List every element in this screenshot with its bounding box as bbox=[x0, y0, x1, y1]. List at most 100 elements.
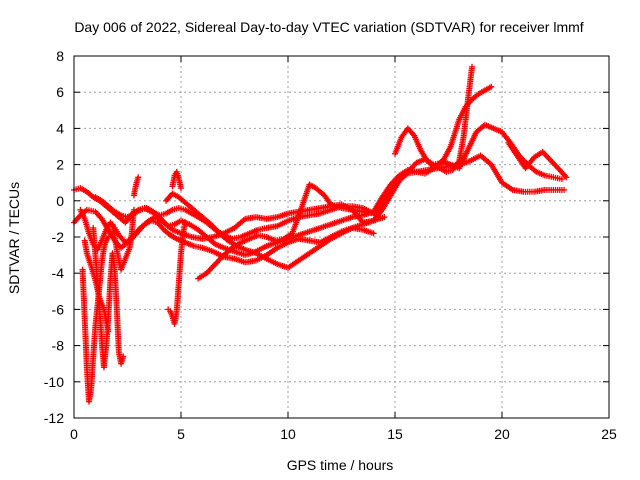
data-point bbox=[533, 168, 547, 178]
chart-title: Day 006 of 2022, Sidereal Day-to-day VTE… bbox=[74, 19, 583, 35]
data-point bbox=[169, 226, 183, 236]
data-point bbox=[186, 221, 200, 232]
y-tick-label: -2 bbox=[52, 229, 65, 245]
data-point bbox=[184, 201, 196, 212]
data-point bbox=[156, 214, 168, 226]
data-point bbox=[113, 306, 122, 355]
data-point bbox=[207, 221, 222, 235]
series-track-12 bbox=[109, 206, 137, 273]
data-point bbox=[481, 121, 495, 131]
data-point bbox=[118, 257, 128, 273]
data-point bbox=[563, 174, 570, 181]
data-point bbox=[285, 258, 301, 271]
series-track-8 bbox=[505, 139, 570, 181]
data-point bbox=[556, 167, 568, 179]
data-point bbox=[160, 226, 172, 237]
data-point bbox=[229, 240, 243, 251]
data-point bbox=[111, 266, 120, 311]
x-tick-label: 25 bbox=[601, 426, 617, 442]
y-tick-label: 0 bbox=[56, 193, 64, 209]
data-point bbox=[509, 186, 525, 195]
data-point bbox=[105, 203, 117, 214]
tick-labels: 0 5 10 15 20 25 -12 -10 -8 -6 -4 -2 0 2 4 6 8 bbox=[44, 48, 617, 442]
data-point bbox=[100, 306, 109, 322]
data-point bbox=[229, 234, 242, 242]
data-point bbox=[141, 218, 153, 228]
data-point bbox=[522, 155, 536, 172]
data-point bbox=[359, 226, 375, 236]
data-point bbox=[178, 185, 184, 192]
data-point bbox=[85, 387, 94, 405]
data-point bbox=[83, 250, 94, 268]
data-point bbox=[252, 243, 268, 255]
series-track-7 bbox=[392, 63, 476, 175]
y-tick-label: -4 bbox=[52, 265, 65, 281]
data-point bbox=[550, 174, 563, 182]
y-axis-label: SDTVAR / TECUs bbox=[6, 182, 22, 294]
series-track-13 bbox=[130, 174, 142, 199]
data-point bbox=[220, 225, 236, 237]
data-point bbox=[561, 186, 568, 193]
data-point bbox=[464, 130, 479, 154]
data-point bbox=[359, 208, 375, 217]
data-point bbox=[379, 183, 393, 201]
data-point bbox=[338, 214, 354, 224]
data-point bbox=[105, 328, 112, 335]
y-tick-label: -12 bbox=[44, 410, 64, 426]
data-point bbox=[387, 179, 402, 199]
series-track-15 bbox=[169, 168, 184, 192]
data-point bbox=[456, 136, 467, 164]
data-point bbox=[404, 125, 416, 138]
data-point bbox=[280, 231, 294, 242]
data-point bbox=[246, 232, 260, 242]
series-track-4 bbox=[163, 83, 495, 271]
data-point bbox=[212, 241, 226, 251]
y-tick-label: 8 bbox=[56, 48, 64, 64]
data-point bbox=[558, 176, 565, 183]
data-point bbox=[195, 271, 208, 282]
data-point bbox=[436, 165, 448, 174]
data-point bbox=[274, 240, 290, 251]
data-point bbox=[79, 266, 88, 320]
data-point bbox=[327, 231, 343, 242]
data-point bbox=[475, 88, 487, 98]
data-point bbox=[199, 234, 215, 242]
data-point bbox=[274, 261, 290, 271]
data-point bbox=[126, 232, 135, 251]
data-point bbox=[381, 214, 388, 221]
data-point bbox=[306, 181, 318, 191]
data-point bbox=[439, 145, 453, 166]
data-point bbox=[231, 248, 247, 258]
series-track-11 bbox=[81, 237, 112, 335]
x-tick-label: 5 bbox=[177, 426, 185, 442]
data-point bbox=[317, 236, 333, 250]
y-tick-label: -10 bbox=[44, 374, 64, 390]
data-point bbox=[169, 205, 180, 213]
data-point bbox=[182, 239, 196, 249]
data-point bbox=[212, 253, 226, 268]
data-point bbox=[370, 230, 377, 237]
data-point bbox=[120, 353, 127, 360]
data-point bbox=[263, 255, 279, 267]
x-tick-label: 0 bbox=[70, 426, 78, 442]
data-point bbox=[103, 317, 111, 333]
data-point bbox=[274, 218, 290, 230]
data-point bbox=[92, 277, 103, 300]
y-tick-label: -8 bbox=[52, 338, 65, 354]
x-axis-label: GPS time / hours bbox=[287, 457, 394, 473]
data-point bbox=[199, 214, 213, 227]
data-point bbox=[135, 222, 147, 235]
data-point bbox=[83, 206, 97, 215]
data-point bbox=[285, 236, 300, 246]
data-point bbox=[321, 192, 333, 206]
data-point bbox=[237, 231, 251, 240]
data-point bbox=[98, 246, 107, 266]
data-point bbox=[175, 252, 184, 286]
data-point bbox=[306, 244, 322, 257]
data-point bbox=[460, 100, 471, 141]
data-point bbox=[96, 295, 107, 311]
data-point bbox=[481, 84, 493, 94]
data-point bbox=[231, 217, 247, 231]
data-point bbox=[100, 346, 109, 371]
data-point bbox=[143, 205, 155, 214]
